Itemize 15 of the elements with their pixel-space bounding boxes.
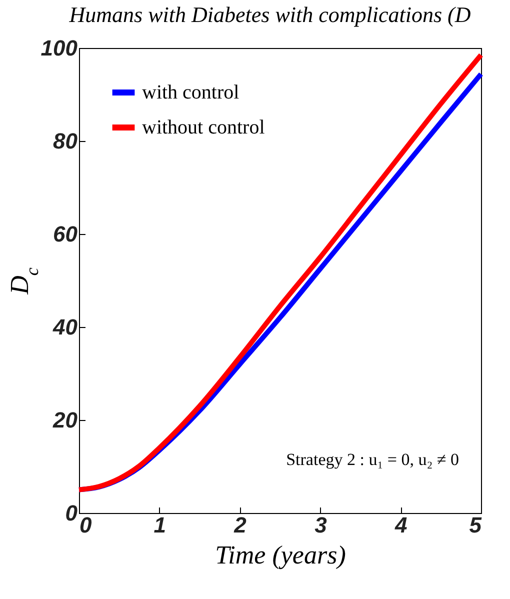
y-tick-label: 100: [40, 36, 78, 60]
x-tick-label: 5: [469, 512, 482, 538]
y-tick-label: 60: [53, 222, 78, 246]
x-tick-label: 2: [233, 512, 248, 538]
chart-title: Humans with Diabetes with complications (D: [68, 2, 471, 27]
x-axis-title: Time (years): [215, 540, 346, 570]
y-tick-label: 80: [53, 128, 78, 154]
annotation: Strategy 2 : u₁ = 0, u₂ ≠ 0: [286, 450, 459, 469]
y-tick-label: 20: [52, 408, 78, 432]
y-tick-label: 40: [52, 314, 78, 340]
x-tick-label: 3: [314, 512, 327, 538]
x-tick-label: 4: [394, 512, 408, 538]
x-tick-label: 1: [154, 512, 166, 538]
legend-label: without control: [142, 116, 266, 138]
legend-label: with control: [142, 82, 240, 104]
